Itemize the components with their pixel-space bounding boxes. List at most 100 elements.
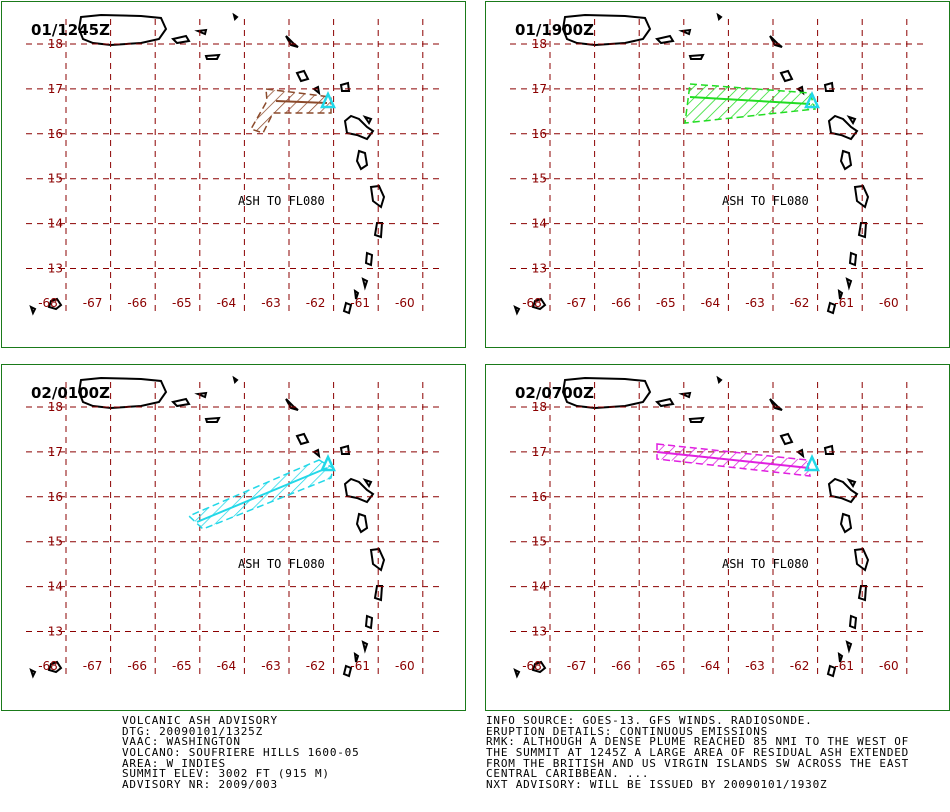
lon-label: -64 xyxy=(217,659,237,673)
lat-label: 13 xyxy=(48,625,63,639)
island xyxy=(846,478,857,488)
lat-label: 13 xyxy=(48,262,63,276)
advisory-line: INFO SOURCE: GOES-13. GFS WINDS. RADIOSO… xyxy=(486,714,813,727)
island xyxy=(355,149,369,171)
island xyxy=(369,547,386,572)
lat-label: 13 xyxy=(532,262,547,276)
lon-label: -68 xyxy=(522,296,542,310)
lat-label: 15 xyxy=(532,172,547,186)
island xyxy=(857,222,868,239)
lat-label: 16 xyxy=(532,127,547,141)
island xyxy=(342,301,353,315)
lon-label: -68 xyxy=(522,659,542,673)
lat-label: 15 xyxy=(48,535,63,549)
advisory-line: RMK: ALTHOUGH A DENSE PLUME REACHED 85 N… xyxy=(486,735,910,749)
island xyxy=(29,668,37,679)
island xyxy=(678,28,692,36)
plume-axis xyxy=(689,96,811,105)
lon-label: -62 xyxy=(306,296,326,310)
lon-label: -66 xyxy=(611,296,631,310)
island xyxy=(826,301,837,315)
panel-time: 01/1900Z xyxy=(515,21,594,39)
panel-time: 02/0100Z xyxy=(31,384,110,402)
island xyxy=(796,448,805,459)
island xyxy=(561,13,652,47)
advisory-line: ADVISORY NR: 2009/003 xyxy=(122,778,278,792)
advisory-line: AREA: W_INDIES xyxy=(122,756,226,770)
island xyxy=(362,115,373,125)
island xyxy=(361,640,369,654)
island xyxy=(232,375,239,384)
lon-label: -65 xyxy=(172,659,192,673)
island xyxy=(716,375,723,384)
volcano-marker xyxy=(320,454,336,472)
island xyxy=(513,305,521,316)
plume-axis xyxy=(656,451,810,469)
map-panel: 18 17 16 15 14 13 -68 -67 -66 -65 -64 -63 -62 -61 -60 0… xyxy=(485,1,950,348)
lon-label: -61 xyxy=(350,659,370,673)
island xyxy=(362,478,373,488)
island xyxy=(353,288,360,300)
lat-label: 16 xyxy=(532,490,547,504)
lat-label: 16 xyxy=(48,490,63,504)
lon-label: -61 xyxy=(834,659,854,673)
lon-label: -66 xyxy=(127,659,147,673)
island xyxy=(531,660,547,674)
lon-label: -60 xyxy=(879,296,899,310)
island xyxy=(826,664,837,678)
island xyxy=(716,12,723,21)
island xyxy=(339,81,351,92)
lat-label: 17 xyxy=(532,82,547,96)
lon-label: -63 xyxy=(745,296,765,310)
island xyxy=(655,397,675,408)
island xyxy=(171,397,191,408)
advisory-line: SUMMIT ELEV: 3002 FT (915 M) xyxy=(122,767,330,781)
island xyxy=(827,477,859,504)
volcano-marker xyxy=(804,454,820,472)
panel-border xyxy=(1,1,466,348)
lon-label: -65 xyxy=(656,659,676,673)
island xyxy=(837,288,844,300)
island xyxy=(513,668,521,679)
advisory-line: VOLCANO: SOUFRIERE HILLS 1600-05 xyxy=(122,746,360,760)
island xyxy=(853,184,870,209)
lon-label: -60 xyxy=(395,296,415,310)
lon-label: -62 xyxy=(790,659,810,673)
annotation: ASH TO FL080 xyxy=(238,557,325,571)
advisory-line: VAAC: WASHINGTON xyxy=(122,735,241,749)
island xyxy=(171,34,191,45)
island xyxy=(848,251,858,267)
island xyxy=(29,305,37,316)
island xyxy=(678,391,692,399)
island xyxy=(47,660,63,674)
ash-plume xyxy=(249,88,332,134)
panel-border xyxy=(1,364,466,711)
volcano-marker xyxy=(804,91,820,109)
plume-axis xyxy=(275,100,328,104)
island xyxy=(688,416,705,423)
island xyxy=(779,432,794,446)
lat-label: 15 xyxy=(48,172,63,186)
island xyxy=(655,34,675,45)
island xyxy=(355,512,369,534)
lat-label: 14 xyxy=(532,217,547,231)
island xyxy=(688,53,705,60)
lon-label: -66 xyxy=(611,659,631,673)
island xyxy=(531,297,547,311)
lon-label: -68 xyxy=(38,659,58,673)
panel-time: 01/1245Z xyxy=(31,21,110,39)
island xyxy=(194,28,208,36)
island xyxy=(312,448,321,459)
island xyxy=(373,222,384,239)
lat-label: 15 xyxy=(532,535,547,549)
advisory-line: CENTRAL CARIBBEAN. ... xyxy=(486,767,650,781)
advisory-right: INFO SOURCE: GOES-13. GFS WINDS. RADIOSO… xyxy=(486,714,910,791)
island xyxy=(295,69,310,83)
lon-label: -65 xyxy=(172,296,192,310)
lat-label: 18 xyxy=(48,37,63,51)
lon-label: -66 xyxy=(127,296,147,310)
lon-label: -67 xyxy=(83,296,103,310)
lon-label: -68 xyxy=(38,296,58,310)
island xyxy=(779,69,794,83)
island xyxy=(77,13,168,47)
